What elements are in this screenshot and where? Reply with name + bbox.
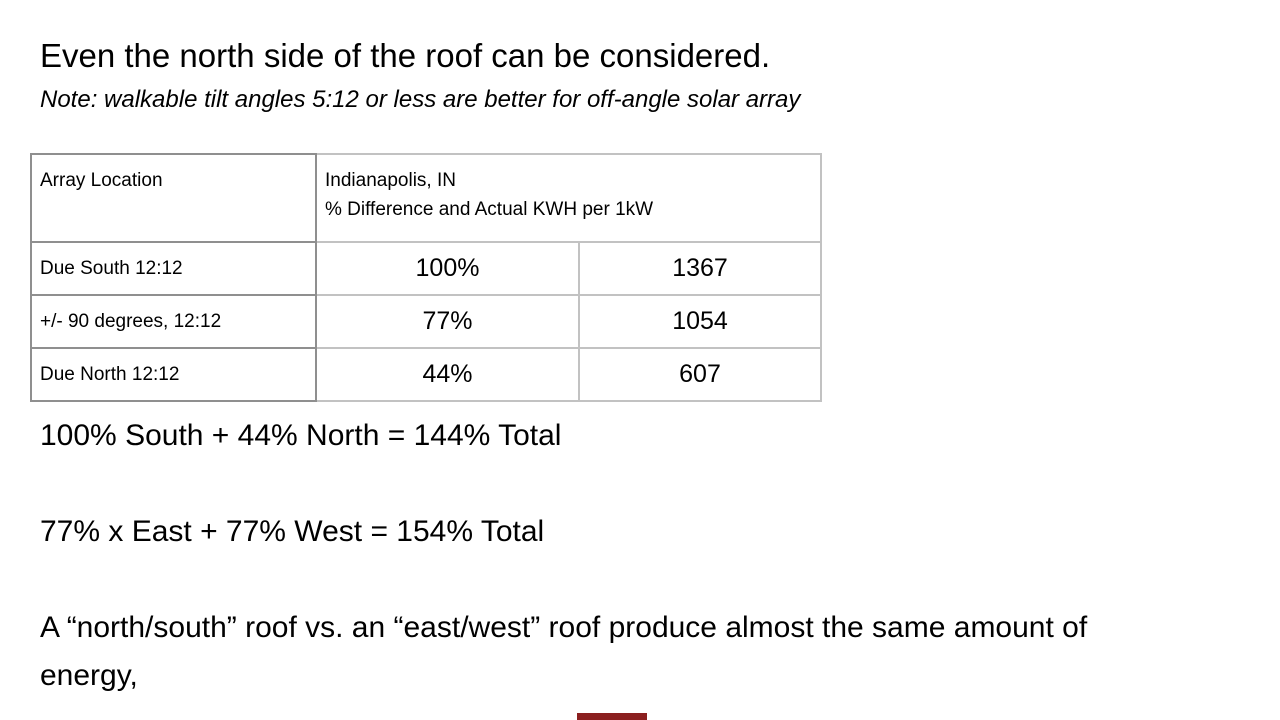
body-text-block: 100% South + 44% North = 144% Total 77% … xyxy=(40,412,1190,720)
cell-percent: 44% xyxy=(315,347,580,402)
table-header-line-1: Indianapolis, IN xyxy=(325,170,456,191)
cell-percent: 100% xyxy=(315,241,580,296)
cell-location: +/- 90 degrees, 12:12 xyxy=(30,294,317,349)
table-row-due-north: Due North 12:12 44% 607 xyxy=(30,347,823,402)
slide-title: Even the north side of the roof can be c… xyxy=(40,37,771,74)
table-header-row: Array Location Indianapolis, IN % Differ… xyxy=(30,153,823,243)
cell-kwh: 1054 xyxy=(577,294,823,349)
cell-kwh: 1367 xyxy=(577,241,823,296)
table-row-due-south: Due South 12:12 100% 1367 xyxy=(30,241,823,296)
table-header-array-location: Array Location xyxy=(30,153,317,243)
solar-array-table: Array Location Indianapolis, IN % Differ… xyxy=(30,153,823,402)
table-header-line-2: % Difference and Actual KWH per 1kW xyxy=(325,199,654,220)
table-header-indianapolis: Indianapolis, IN % Difference and Actual… xyxy=(314,153,823,243)
cell-percent: 77% xyxy=(315,294,580,349)
table-row-90-degrees: +/- 90 degrees, 12:12 77% 1054 xyxy=(30,294,823,349)
body-line-conclusion: A “north/south” roof vs. an “east/west” … xyxy=(40,611,1088,692)
body-line-south-north-total: 100% South + 44% North = 144% Total xyxy=(40,419,562,452)
video-progress-marker xyxy=(577,713,647,720)
slide-subtitle-note: Note: walkable tilt angles 5:12 or less … xyxy=(40,86,801,113)
cell-location: Due North 12:12 xyxy=(30,347,317,402)
cell-kwh: 607 xyxy=(577,347,823,402)
cell-location: Due South 12:12 xyxy=(30,241,317,296)
body-line-east-west-total: 77% x East + 77% West = 154% Total xyxy=(40,515,545,548)
